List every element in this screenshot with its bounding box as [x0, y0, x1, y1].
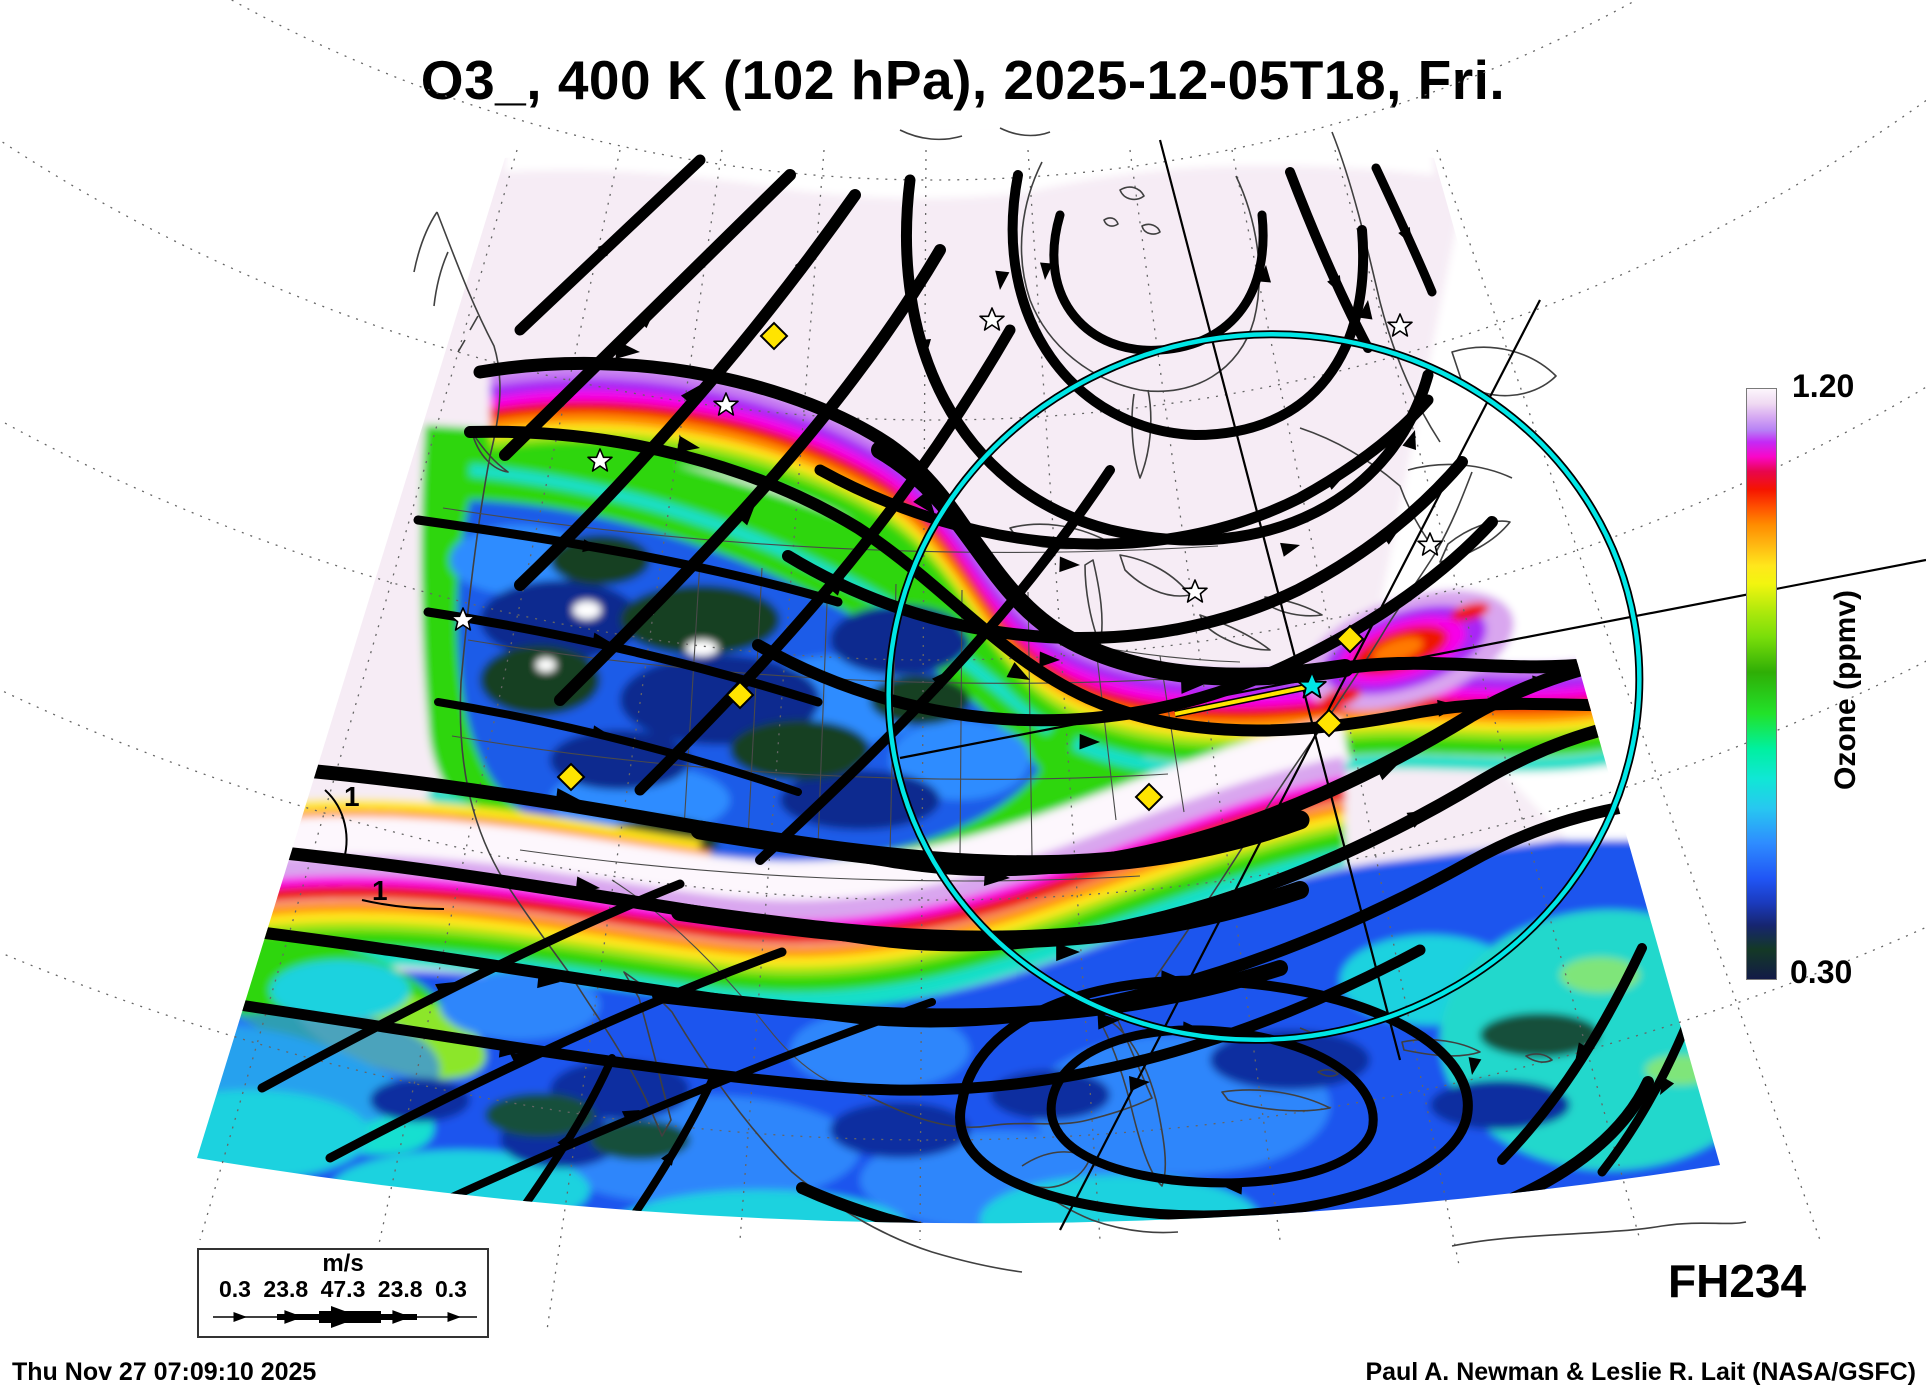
- wind-speed-value: 23.8: [263, 1276, 309, 1302]
- wind-legend-arrow: [213, 1306, 477, 1328]
- wind-speed-value: 0.3: [219, 1276, 251, 1302]
- range-ring: [884, 330, 1644, 1044]
- credit-text: Paul A. Newman & Leslie R. Lait (NASA/GS…: [1365, 1358, 1916, 1386]
- wind-legend-unit: m/s: [322, 1250, 364, 1277]
- forecast-hour-label: FH234: [1668, 1255, 1807, 1307]
- contour-labels: 1 1: [344, 781, 388, 906]
- colorbar-max-label: 1.20: [1792, 368, 1855, 404]
- wind-speed-value: 23.8: [377, 1276, 423, 1302]
- wind-legend-speeds: 0.3 23.8 47.3 23.8 0.3: [199, 1277, 487, 1301]
- contour-label: 1: [344, 781, 360, 812]
- colorbar-title: Ozone (ppmv): [1829, 590, 1862, 790]
- contour-label: 1: [372, 875, 388, 906]
- wind-speed-legend: m/s 0.3 23.8 47.3 23.8 0.3: [197, 1248, 489, 1338]
- wind-speed-value: 47.3: [320, 1276, 366, 1302]
- highlighted-route-segment: [1174, 684, 1313, 716]
- colorbar-min-label: 0.30: [1790, 954, 1853, 990]
- contour-lines: [324, 789, 445, 910]
- ozone-colorbar: [1746, 388, 1777, 980]
- generated-timestamp: Thu Nov 27 07:09:10 2025: [12, 1358, 317, 1386]
- plot-title: O3_, 400 K (102 hPa), 2025-12-05T18, Fri…: [420, 49, 1506, 111]
- wind-speed-value: 0.3: [434, 1276, 467, 1302]
